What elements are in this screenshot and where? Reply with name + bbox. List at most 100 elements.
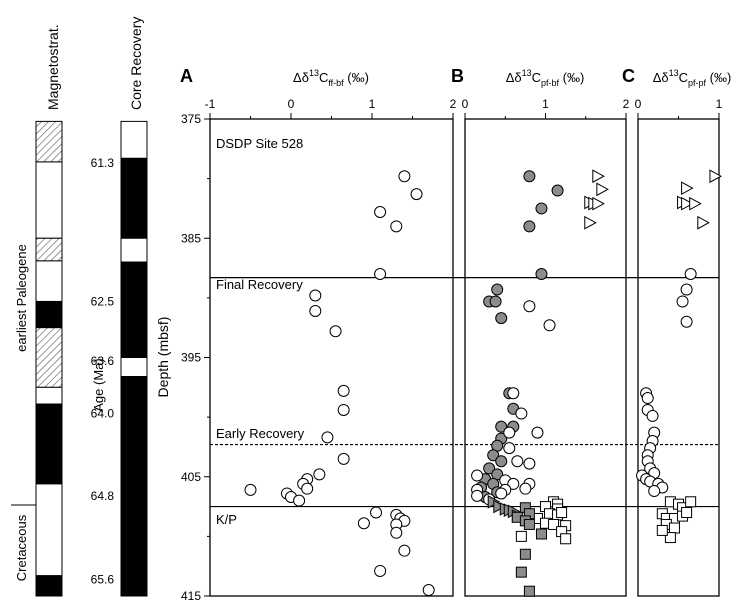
panel-b-letter: B [451,66,464,86]
core-recovery-segment [120,237,148,263]
circle-marker [684,268,697,281]
x-tick-label: 2 [623,97,630,111]
magnetostratigraphy-column [35,120,63,597]
circle-marker [301,482,314,495]
magnetostrat-segment [35,483,63,577]
kp-annotation: K/P [216,512,237,527]
square-marker [560,533,572,545]
circle-marker [523,300,536,313]
square-marker [519,548,531,560]
panel-a-title: Δδ13Cff-bf (‰) [293,68,369,88]
circle-marker [680,283,693,296]
circle-marker [507,477,520,490]
circle-marker [337,403,350,416]
age-labels: 61.3 62.5 63.6 64.0 64.8 65.6 [91,156,115,586]
circle-marker [309,304,322,317]
paleogene-label: earliest Paleogene [14,244,29,352]
circle-marker [641,392,654,405]
circle-marker [491,283,504,296]
square-marker [556,507,568,519]
circle-marker [337,452,350,465]
magnetostrat-segment [35,260,63,302]
y-tick-label: 385 [181,231,201,245]
circle-marker [374,564,387,577]
magnetostrat-segment [35,386,63,405]
square-marker [685,496,697,508]
circle-marker [676,295,689,308]
x-tick-label: -1 [205,97,216,111]
circle-marker [293,494,306,507]
triangle-marker [584,215,597,230]
magnetostrat-label: Magnetostrat. [45,24,61,110]
magnetostrat-segment [35,575,63,597]
circle-marker [370,506,383,519]
circle-marker [390,526,403,539]
x-tick-label: 2 [450,97,457,111]
circle-marker [495,487,508,500]
core-recovery-segment [120,357,148,378]
circle-marker [244,483,257,496]
circle-marker [422,584,435,597]
y-axis-ticks: 375 385 395 405 415 [181,112,210,603]
circle-marker [515,407,528,420]
circle-marker [507,387,520,400]
panel-a-letter: A [180,66,193,86]
circle-marker [374,206,387,219]
circle-marker [487,449,500,462]
triangle-marker [592,196,605,211]
age-tick-label: 62.5 [91,294,115,308]
circle-marker [357,517,370,530]
circle-marker [471,469,484,482]
square-marker [523,518,535,530]
age-tick-label: 65.6 [91,572,115,586]
square-marker [681,507,693,519]
x-tick-label: 0 [462,97,469,111]
core-recovery-segment [120,157,148,239]
square-marker [548,518,560,530]
x-tick-label: 1 [369,97,376,111]
panel-b-title: Δδ13Cpf-bf (‰) [506,68,585,88]
triangle-marker [697,215,710,230]
circle-marker [329,325,342,338]
y-tick-label: 405 [181,470,201,484]
magnetostrat-segment [35,161,63,239]
magnetostrat-segment [35,403,63,485]
circle-marker [551,184,564,197]
panel-c-letter: C [622,66,635,86]
core-recovery-segment [120,261,148,359]
circle-marker [503,442,516,455]
circle-marker [680,315,693,328]
square-marker [664,532,676,544]
circle-marker [648,485,661,498]
core-recovery-column [120,120,148,597]
y-tick-label: 375 [181,112,201,126]
core-recovery-segment [120,376,148,597]
circle-marker [390,220,403,233]
x-axis-ticks: -1 0 1 2 0 1 2 0 1 [205,97,723,119]
triangle-marker [596,182,609,197]
early-recovery-annotation: Early Recovery [216,426,305,441]
triangle-marker [681,196,694,211]
circle-marker [519,482,532,495]
circle-marker [531,426,544,439]
circle-marker [337,384,350,397]
circle-marker [309,289,322,302]
square-marker [515,530,527,542]
magnetostrat-segment [35,327,63,388]
x-tick-label: 0 [635,97,642,111]
y-axis-label: Depth (mbsf) [155,317,171,398]
triangle-marker [493,499,506,514]
magnetostrat-segment [35,300,63,329]
triangle-marker [689,196,702,211]
y-tick-label: 395 [181,351,201,365]
age-tick-label: 61.3 [91,156,115,170]
final-recovery-annotation: Final Recovery [216,277,303,292]
circle-marker [483,462,496,475]
circle-marker [543,319,556,332]
age-axis-label: Age (Ma) [91,358,106,411]
circle-marker [313,468,326,481]
triangle-marker [592,169,605,184]
circle-marker [535,202,548,215]
core-recovery-label: Core Recovery [128,17,144,110]
